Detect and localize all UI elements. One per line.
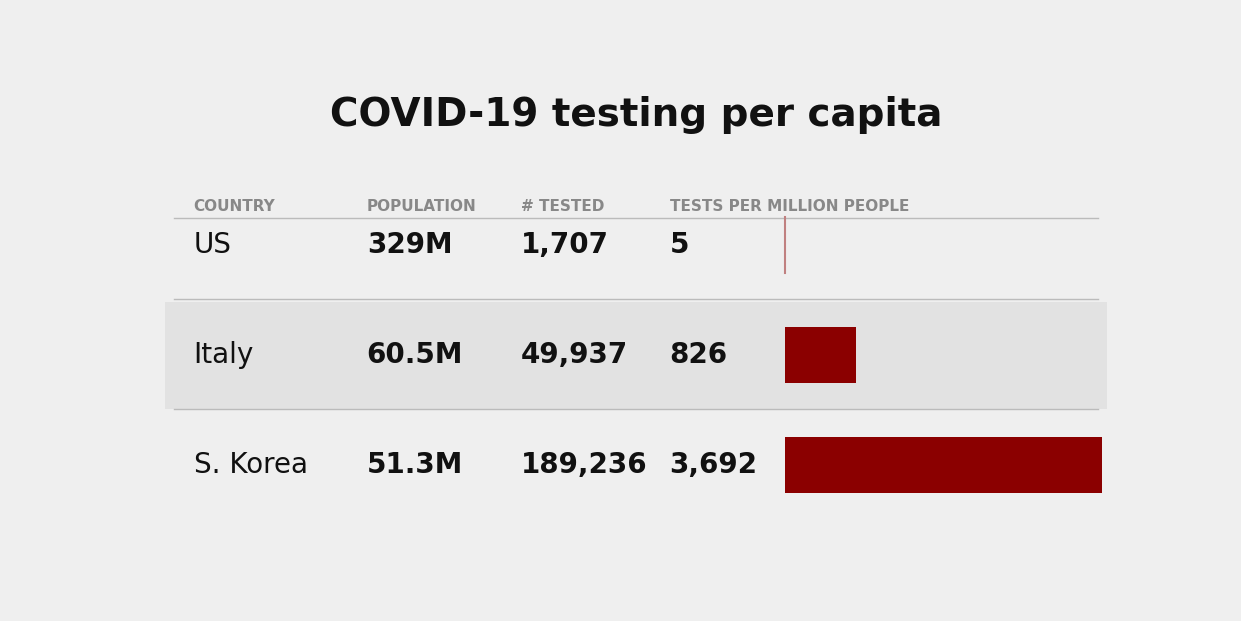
Text: 49,937: 49,937 (521, 342, 628, 369)
Text: COVID-19 testing per capita: COVID-19 testing per capita (330, 96, 942, 134)
Text: Italy: Italy (194, 342, 254, 369)
Text: 60.5M: 60.5M (367, 342, 463, 369)
Text: 1,707: 1,707 (521, 232, 608, 260)
Text: S. Korea: S. Korea (194, 451, 308, 479)
Text: COUNTRY: COUNTRY (194, 199, 276, 214)
Text: TESTS PER MILLION PEOPLE: TESTS PER MILLION PEOPLE (670, 199, 910, 214)
Text: US: US (194, 232, 232, 260)
Text: POPULATION: POPULATION (367, 199, 477, 214)
Text: 3,692: 3,692 (670, 451, 758, 479)
Text: # TESTED: # TESTED (521, 199, 604, 214)
FancyBboxPatch shape (786, 437, 1102, 494)
FancyBboxPatch shape (786, 327, 856, 383)
Text: 189,236: 189,236 (521, 451, 648, 479)
Text: 51.3M: 51.3M (367, 451, 463, 479)
Text: 329M: 329M (367, 232, 452, 260)
Text: 5: 5 (670, 232, 689, 260)
Text: 826: 826 (670, 342, 727, 369)
FancyBboxPatch shape (165, 302, 1107, 409)
